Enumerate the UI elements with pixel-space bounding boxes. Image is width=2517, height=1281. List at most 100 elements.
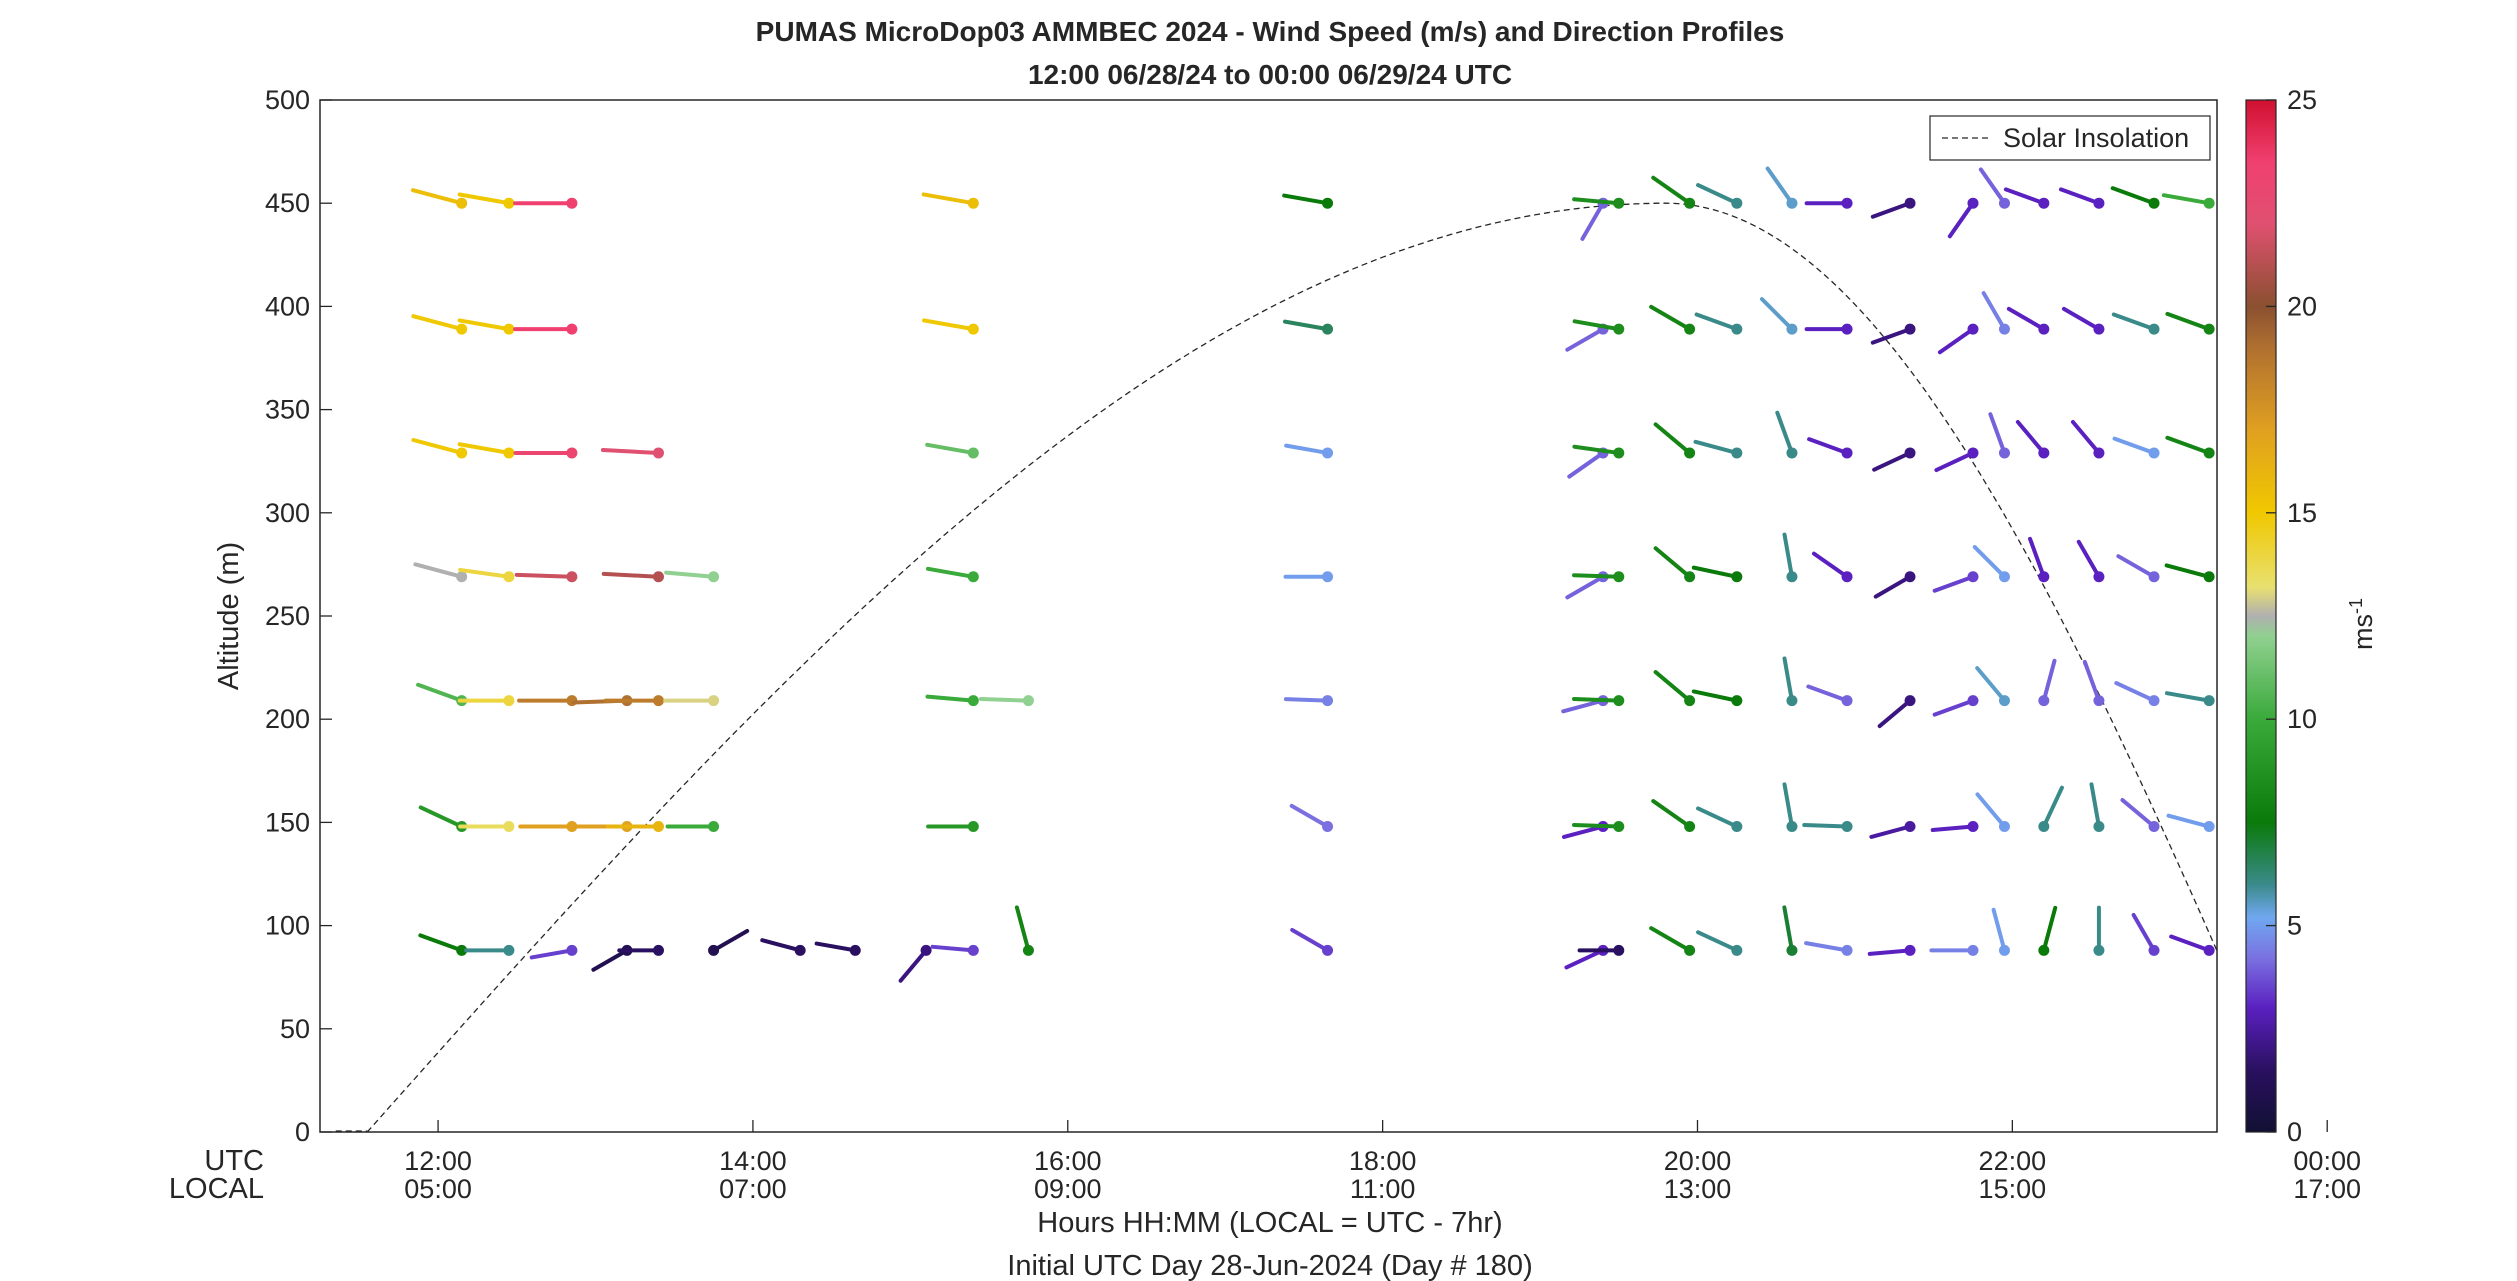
wind-barb (2038, 905, 2058, 956)
wind-barb-shaft (1975, 666, 2007, 703)
wind-barb-shaft (2070, 419, 2101, 455)
wind-barb-point (1684, 447, 1696, 459)
wind-barb (1696, 930, 1743, 956)
wind-barb-point (1731, 571, 1743, 583)
wind-barb (1932, 695, 1979, 717)
wind-barb (925, 442, 979, 459)
wind-barb-point (920, 944, 932, 956)
wind-barb (1811, 551, 1853, 583)
wind-barb (1802, 821, 1853, 833)
wind-barb-point (566, 197, 578, 209)
wind-barb (664, 570, 720, 583)
wind-barb-point (503, 821, 515, 833)
plot-area (319, 99, 2218, 1133)
chart-subtitle: 12:00 06/28/24 to 00:00 06/29/24 UTC (1028, 59, 1512, 90)
wind-barb-point (456, 323, 468, 335)
wind-barb-point (1786, 695, 1798, 707)
wind-barb-shaft (418, 933, 464, 953)
wind-barb (2028, 536, 2050, 583)
wind-barb-shaft (921, 192, 976, 206)
wind-barb-point (849, 944, 861, 956)
wind-barb (464, 944, 515, 956)
y-tick-label: 300 (265, 498, 310, 528)
wind-barb (2006, 306, 2050, 335)
wind-barb (708, 928, 750, 956)
wind-barb-shaft (2114, 681, 2157, 703)
wind-barb-shaft (1932, 574, 1975, 593)
wind-barb-shaft (2120, 798, 2157, 829)
wind-barb-shaft (411, 188, 464, 206)
wind-barb-point (1998, 447, 2010, 459)
wind-barb (1869, 821, 1916, 839)
wind-barb-point (967, 695, 979, 707)
wind-barb-point (2203, 944, 2215, 956)
wind-barb-shaft (2166, 813, 2212, 829)
wind-barb-shaft (1282, 193, 1330, 206)
wind-barb (1283, 571, 1334, 583)
wind-barb-point (1322, 571, 1334, 583)
wind-barb (1572, 197, 1625, 209)
wind-barb-point (1684, 197, 1696, 209)
x-tick-label-utc: 00:00 (2293, 1146, 2361, 1176)
x-axis-label-day: Initial UTC Day 28-Jun-2024 (Day # 180) (1007, 1250, 1532, 1281)
wind-barb (2131, 913, 2160, 956)
wind-barb-point (652, 944, 664, 956)
wind-barb (2120, 798, 2160, 833)
wind-barb (2015, 419, 2050, 459)
wind-barb-shaft (1870, 327, 1913, 345)
wind-barb-point (566, 944, 578, 956)
wind-barb (2038, 785, 2064, 833)
wind-barb-shaft (1807, 437, 1850, 455)
wind-barb-shaft (1782, 905, 1794, 953)
wind-barb (411, 314, 468, 335)
wind-barb (1937, 323, 1979, 355)
wind-barb-point (1322, 323, 1334, 335)
wind-barb-point (708, 571, 720, 583)
x-tick-label-utc: 20:00 (1664, 1146, 1732, 1176)
wind-barb-point (1613, 695, 1625, 707)
wind-barb (1804, 323, 1853, 335)
wind-barb-shaft (922, 318, 976, 332)
wind-barb-shaft (2041, 905, 2058, 953)
wind-barb-point (2203, 695, 2215, 707)
wind-barb-point (1904, 323, 1916, 335)
wind-barb-point (708, 821, 720, 833)
wind-barb-point (1967, 197, 1979, 209)
wind-barb-point (2148, 197, 2160, 209)
wind-barb (760, 938, 806, 956)
wind-barb-shaft (1653, 670, 1692, 703)
wind-barb (1978, 167, 2010, 209)
wind-barb-point (1684, 323, 1696, 335)
y-tick-label: 500 (265, 85, 310, 115)
wind-barb (1873, 571, 1916, 599)
wind-barb-point (2093, 197, 2105, 209)
wind-barb-point (566, 447, 578, 459)
wind-barb-point (566, 571, 578, 583)
wind-barb-point (1904, 695, 1916, 707)
wind-barb-shaft (1765, 166, 1794, 206)
y-tick-label: 200 (265, 704, 310, 734)
wind-barb-shaft (760, 938, 803, 953)
wind-barb (665, 821, 720, 833)
wind-barb-shaft (1934, 450, 1975, 473)
wind-barb (411, 188, 468, 209)
wind-barb-point (2038, 323, 2050, 335)
wind-barb-point (503, 944, 515, 956)
wind-barb (1693, 439, 1743, 459)
wind-barb-shaft (1782, 656, 1794, 703)
wind-barb-point (1841, 447, 1853, 459)
wind-barb (458, 567, 515, 583)
wind-barb-point (1613, 821, 1625, 833)
wind-barb (663, 695, 720, 707)
wind-barb (926, 821, 979, 833)
wind-barb-shaft (1975, 792, 2007, 829)
colorbar-tick-label: 15 (2287, 498, 2317, 528)
wind-barb-point (1613, 197, 1625, 209)
wind-barb-shaft (1696, 183, 1739, 206)
wind-barb-shaft (1782, 782, 1794, 829)
wind-barb-shaft (2089, 782, 2101, 829)
wind-barb (2161, 193, 2215, 209)
wind-barb-shaft (2274, 693, 2319, 701)
wind-barb-shaft (2082, 659, 2101, 703)
wind-barb-shaft (1691, 565, 1739, 579)
